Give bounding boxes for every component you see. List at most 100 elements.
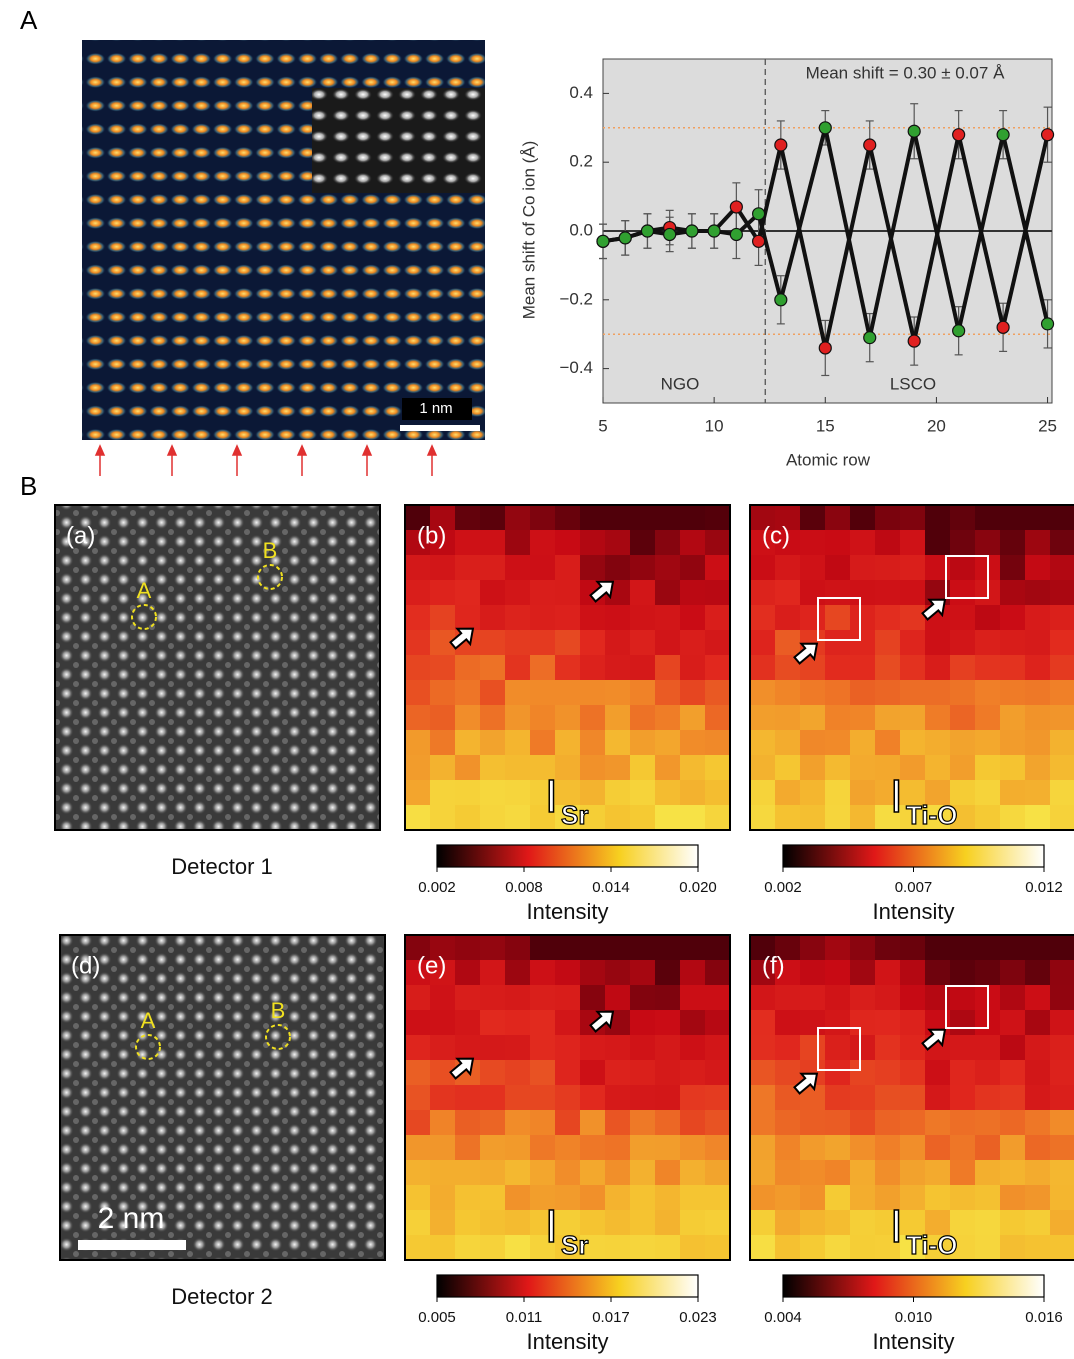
map-label: (b) [417, 522, 446, 549]
map-cell [505, 935, 531, 961]
map-cell [825, 1185, 851, 1211]
map-cell [405, 780, 431, 806]
map-cell [455, 755, 481, 781]
map-cell [505, 605, 531, 631]
map-cell [680, 960, 706, 986]
map-cell [630, 1110, 656, 1136]
map-cell [430, 680, 456, 706]
map-cell [1000, 1185, 1026, 1211]
map-cell [555, 935, 581, 961]
map-cell [900, 630, 926, 656]
map-cell [950, 530, 976, 556]
map-symbol: I [890, 770, 903, 822]
map-cell [530, 555, 556, 581]
map-frame [404, 934, 731, 1261]
map-cell [850, 530, 876, 556]
map-cell [800, 605, 826, 631]
map-cell [555, 705, 581, 731]
map-cell [825, 755, 851, 781]
map-cell [630, 1085, 656, 1111]
map-symbol: I [545, 770, 558, 822]
map-cell [555, 1110, 581, 1136]
map-cell [455, 1010, 481, 1036]
map-cell [680, 1235, 706, 1261]
map-cell [1050, 705, 1074, 731]
map-cell [1025, 1160, 1051, 1186]
map-cell [1050, 1035, 1074, 1061]
map-cell [1000, 1060, 1026, 1086]
marker-circle [257, 564, 283, 590]
map-cell [1025, 755, 1051, 781]
colorbar-tick-label: 0.005 [418, 1309, 456, 1326]
map-cell [555, 680, 581, 706]
map-cell [480, 655, 506, 681]
marker-label: A [137, 578, 152, 603]
map-cell [655, 1185, 681, 1211]
map-cell [530, 680, 556, 706]
map-cell [580, 505, 606, 531]
map-cell [630, 730, 656, 756]
map-cell [775, 580, 801, 606]
map-cell [800, 1160, 826, 1186]
map-cell [480, 730, 506, 756]
map-cell [605, 705, 631, 731]
map-cell [800, 935, 826, 961]
map-cell [875, 805, 901, 831]
map-label: (e) [417, 952, 446, 979]
map-cell [925, 705, 951, 731]
map-cell [405, 505, 431, 531]
map-cell [775, 680, 801, 706]
x-axis-label: Atomic row [786, 450, 871, 469]
map-cell [900, 755, 926, 781]
map-cell [530, 1060, 556, 1086]
map-cell [1025, 680, 1051, 706]
map-cell [405, 655, 431, 681]
map-cell [975, 805, 1001, 831]
map-cell [1050, 680, 1074, 706]
map-cell [750, 1110, 776, 1136]
map-cell [480, 1160, 506, 1186]
map-cell [775, 755, 801, 781]
map-cell [680, 935, 706, 961]
map-subscript: Sr [561, 800, 588, 830]
map-cell [405, 530, 431, 556]
map-cell [680, 730, 706, 756]
map-label: (f) [762, 952, 785, 979]
map-cell [530, 1085, 556, 1111]
map-cell [800, 505, 826, 531]
map-cell [950, 985, 976, 1011]
map-cell [925, 780, 951, 806]
map-cell [950, 1085, 976, 1111]
data-point [729, 227, 743, 242]
map-cell [975, 755, 1001, 781]
map-cell [925, 960, 951, 986]
y-axis-label: Mean shift of Co ion (Å) [519, 141, 538, 320]
map-cell [430, 730, 456, 756]
map-cell [975, 1060, 1001, 1086]
map-cell [1025, 1035, 1051, 1061]
map-cell [975, 1035, 1001, 1061]
colorbar-tick-label: 0.004 [764, 1309, 802, 1326]
map-cell [680, 805, 706, 831]
map-cell [875, 780, 901, 806]
data-point [774, 293, 788, 307]
map-frame [749, 504, 1074, 831]
colorbar [782, 1274, 1045, 1298]
map-cell [405, 1160, 431, 1186]
map-cell [430, 1085, 456, 1111]
map-cell [975, 605, 1001, 631]
data-point [818, 121, 832, 135]
map-cell [750, 1235, 776, 1261]
map-cell [750, 630, 776, 656]
map-cell [655, 555, 681, 581]
map-cell [455, 1185, 481, 1211]
colorbar-tick-label: 0.012 [1025, 879, 1063, 896]
map-cell [655, 630, 681, 656]
map-cell [555, 655, 581, 681]
map-cell [405, 705, 431, 731]
map-cell [705, 630, 731, 656]
map-cell [1050, 805, 1074, 831]
map-cell [1000, 555, 1026, 581]
map-cell [480, 985, 506, 1011]
map-cell [680, 1160, 706, 1186]
